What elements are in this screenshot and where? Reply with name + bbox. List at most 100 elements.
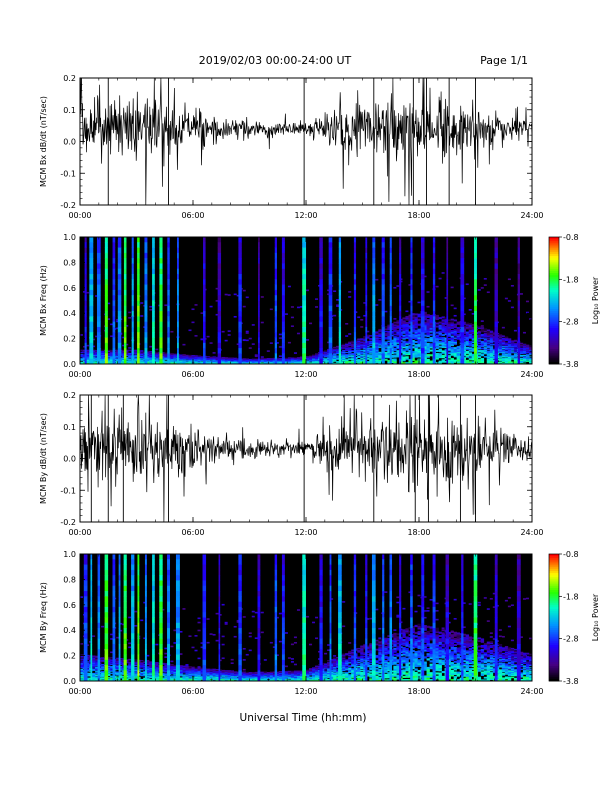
- bx-spectrogram-cell: [510, 362, 515, 364]
- bx-spectrogram-cell: [242, 361, 247, 362]
- bx-spectrogram-event-19: [281, 252, 285, 259]
- bx-spectrogram-cell: [360, 360, 364, 362]
- bx-spectrogram-event-8: [137, 321, 140, 328]
- bx-spectrogram-event-35: [474, 252, 477, 259]
- bx-spectrogram-cell: [468, 362, 473, 365]
- bx-spectrogram-cell: [414, 360, 418, 363]
- bx-spectrogram-event-31: [420, 305, 425, 312]
- bx-spectrogram-colorbar-segment: [549, 323, 559, 327]
- bx-spectrogram-speckle: [333, 314, 337, 317]
- bx-spectrogram-cell: [378, 362, 382, 365]
- bx-spectrogram-cell: [414, 344, 418, 347]
- bx-spectrogram-cell: [366, 351, 370, 354]
- bx-spectrogram-event-10: [152, 332, 155, 338]
- bx-spectrogram-event-28: [389, 237, 392, 243]
- bx-spectrogram-event-33: [446, 268, 449, 275]
- bx-spectrogram-event-2: [96, 326, 101, 333]
- bx-spectrogram-speckle: [465, 283, 469, 286]
- bx-spectrogram-event-16: [238, 353, 242, 360]
- bx-spectrogram-cell: [390, 343, 394, 346]
- bx-spectrogram-cell: [492, 357, 497, 360]
- bx-spectrogram-speckle: [164, 304, 168, 307]
- bx-spectrogram-event-11: [159, 284, 163, 291]
- bx-spectrogram-cell: [312, 354, 316, 356]
- bx-spectrogram-speckle: [242, 289, 246, 292]
- bx-spectrogram-cell: [95, 351, 99, 353]
- bx-spectrogram-event-32: [432, 305, 436, 312]
- bx-spectrogram-event-27: [381, 289, 385, 296]
- bx-spectrogram-cell: [251, 358, 256, 360]
- bx-spectrogram-cell: [417, 313, 421, 316]
- bx-spectrogram-event-37: [517, 353, 520, 360]
- bx-spectrogram-event-24: [353, 326, 357, 333]
- bx-spectrogram-event-16: [238, 316, 242, 323]
- bx-spectrogram-event-31: [420, 268, 425, 275]
- bx-spectrogram-cell: [206, 356, 210, 358]
- bx-spectrogram-cell: [519, 344, 524, 346]
- bx-spectrogram-cell: [483, 350, 488, 353]
- bx-spectrogram-cell: [465, 339, 470, 342]
- bx-spectrogram-cell: [507, 350, 512, 352]
- bx-spectrogram-cell: [366, 361, 370, 363]
- bx-spectrogram-event-9: [144, 337, 148, 344]
- bx-spectrogram-speckle: [468, 309, 472, 311]
- bx-spectrogram-cell: [342, 350, 346, 352]
- bx-spectrogram-cell: [387, 347, 391, 350]
- bx-spectrogram-cell: [348, 348, 352, 350]
- bx-spectrogram-speckle: [477, 289, 481, 291]
- bx-spectrogram-cell: [233, 359, 237, 361]
- bx-spectrogram-cell: [411, 314, 415, 317]
- bx-spectrogram-cell: [390, 356, 394, 358]
- bx-spectrogram-speckle: [209, 342, 213, 344]
- bx-spectrogram-cell: [405, 332, 409, 335]
- bx-spectrogram-event-10: [152, 258, 155, 264]
- bx-spectrogram-event-21: [319, 348, 323, 354]
- bx-spectrogram-event-11: [159, 295, 163, 301]
- bx-spectrogram-colorbar-segment: [549, 264, 559, 268]
- bx-spectrogram-event-26: [372, 295, 376, 301]
- bx-spectrogram-colorbar-segment: [549, 262, 559, 265]
- bx-spectrogram-speckle: [462, 297, 466, 300]
- bx-spectrogram-event-32: [432, 358, 436, 365]
- bx-spectrogram-event-9: [144, 316, 148, 323]
- bx-spectrogram-event-13: [176, 321, 179, 328]
- bx-spectrogram-cell: [408, 337, 412, 340]
- bx-spectrogram-cell: [363, 361, 367, 363]
- bx-spectrogram-cell: [360, 355, 364, 357]
- bx-spectrogram-event-29: [399, 295, 402, 301]
- bx-spectrogram-event-14: [203, 274, 206, 280]
- bx-spectrogram-cell: [363, 336, 367, 338]
- bx-spectrogram-event-33: [446, 332, 449, 338]
- bx-spectrogram-event-34: [460, 258, 465, 264]
- bx-spectrogram-cell: [378, 356, 382, 358]
- bx-spectrogram-speckle: [245, 330, 249, 333]
- bx-spectrogram-cell: [351, 358, 355, 360]
- bx-spectrogram-cell: [525, 349, 530, 351]
- bx-spectrogram-cell: [345, 353, 349, 356]
- bx-spectrogram-colorbar-segment: [549, 298, 559, 301]
- bx-spectrogram-cell: [197, 358, 201, 359]
- bx-spectrogram-cell: [299, 362, 304, 364]
- bx-spectrogram-cell: [456, 331, 460, 333]
- bx-spectrogram-cell: [351, 355, 355, 358]
- bx-spectrogram-cell: [435, 340, 439, 343]
- bx-spectrogram-cell: [369, 341, 373, 344]
- bx-spectrogram-cell: [357, 349, 361, 351]
- bx-spectrogram-event-8: [137, 342, 140, 349]
- bx-spectrogram-cell: [402, 349, 406, 352]
- bx-spectrogram-cell: [501, 354, 506, 357]
- bx-spectrogram-event-28: [389, 289, 392, 296]
- bx-spectrogram-event-11: [159, 268, 163, 275]
- bx-spectrogram-cell: [486, 329, 491, 332]
- bx-spectrogram-cell: [336, 350, 340, 352]
- bx-spectrogram-event-30: [410, 326, 413, 333]
- bx-spectrogram-cell: [426, 326, 430, 330]
- bx-spectrogram-cell: [348, 341, 352, 343]
- bx-spectrogram-cell: [405, 330, 409, 333]
- bx-spectrogram-cell: [125, 360, 129, 362]
- bx-spectrogram-cell: [357, 347, 361, 350]
- bx-spectrogram-cell: [501, 350, 506, 352]
- bx-spectrogram-event-6: [123, 295, 127, 301]
- bx-spectrogram-event-14: [203, 353, 206, 360]
- bx-spectrogram-cell: [453, 330, 457, 333]
